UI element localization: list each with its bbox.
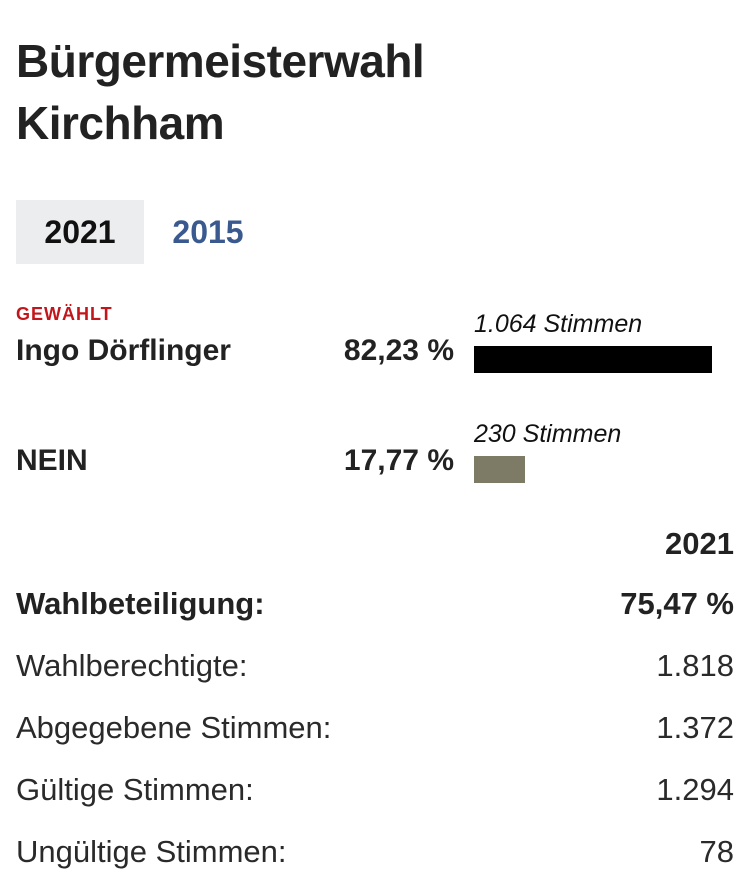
tab-2021[interactable]: 2021 xyxy=(16,200,144,264)
stats-value: 75,47 % xyxy=(620,586,734,621)
stats-value: 1.372 xyxy=(656,710,734,745)
candidate-percent: 17,77 % xyxy=(343,444,454,477)
stats-row: Wahlberechtigte: 1.818 xyxy=(16,634,734,696)
stats-row: Wahlbeteiligung: 75,47 % xyxy=(16,572,734,634)
year-tabs: 2021 2015 xyxy=(16,200,272,264)
candidate-row: GEWÄHLT Ingo Dörflinger 82,23 % 1.064 St… xyxy=(16,304,736,394)
stats-label: Wahlberechtigte: xyxy=(16,648,248,683)
elected-badge: GEWÄHLT xyxy=(16,304,113,324)
stats-row: Abgegebene Stimmen: 1.372 xyxy=(16,696,734,758)
candidate-votes: 1.064 Stimmen xyxy=(474,310,643,338)
candidate-name: Ingo Dörflinger xyxy=(16,334,231,367)
candidate-votes: 230 Stimmen xyxy=(474,420,622,448)
stats-table: 2021 Wahlbeteiligung: 75,47 % Wahlberech… xyxy=(16,520,734,882)
stats-header: 2021 xyxy=(16,520,734,572)
tab-2015[interactable]: 2015 xyxy=(172,213,244,250)
candidate-row: NEIN 17,77 % 230 Stimmen xyxy=(16,414,736,504)
stats-label: Wahlbeteiligung: xyxy=(16,586,265,621)
stats-value: 78 xyxy=(699,834,734,869)
stats-row: Gültige Stimmen: 1.294 xyxy=(16,758,734,820)
title-line-1: Bürgermeisterwahl xyxy=(16,35,425,87)
stats-row: Ungültige Stimmen: 78 xyxy=(16,820,734,882)
stats-label: Ungültige Stimmen: xyxy=(16,834,287,869)
stats-value: 1.818 xyxy=(656,648,734,683)
candidate-bar xyxy=(474,346,712,373)
candidate-bar xyxy=(474,456,525,483)
candidate-percent: 82,23 % xyxy=(343,334,454,367)
page-title: Bürgermeisterwahl Kirchham xyxy=(16,30,425,154)
stats-year: 2021 xyxy=(665,526,734,561)
title-line-2: Kirchham xyxy=(16,97,225,149)
stats-label: Abgegebene Stimmen: xyxy=(16,710,332,745)
stats-value: 1.294 xyxy=(656,772,734,807)
stats-label: Gültige Stimmen: xyxy=(16,772,254,807)
candidate-name: NEIN xyxy=(16,444,88,477)
